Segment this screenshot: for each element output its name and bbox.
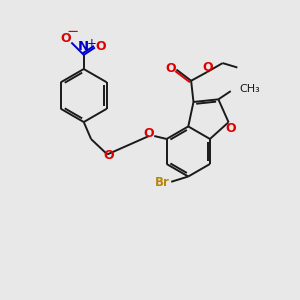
Text: O: O <box>61 32 71 46</box>
Text: N: N <box>78 40 89 53</box>
Text: O: O <box>95 40 106 52</box>
Text: O: O <box>144 127 154 140</box>
Text: −: − <box>66 24 79 39</box>
Text: O: O <box>202 61 213 74</box>
Text: +: + <box>87 37 97 50</box>
Text: Br: Br <box>155 176 170 189</box>
Text: CH₃: CH₃ <box>239 84 260 94</box>
Text: O: O <box>103 149 114 162</box>
Text: O: O <box>226 122 236 135</box>
Text: O: O <box>166 61 176 75</box>
